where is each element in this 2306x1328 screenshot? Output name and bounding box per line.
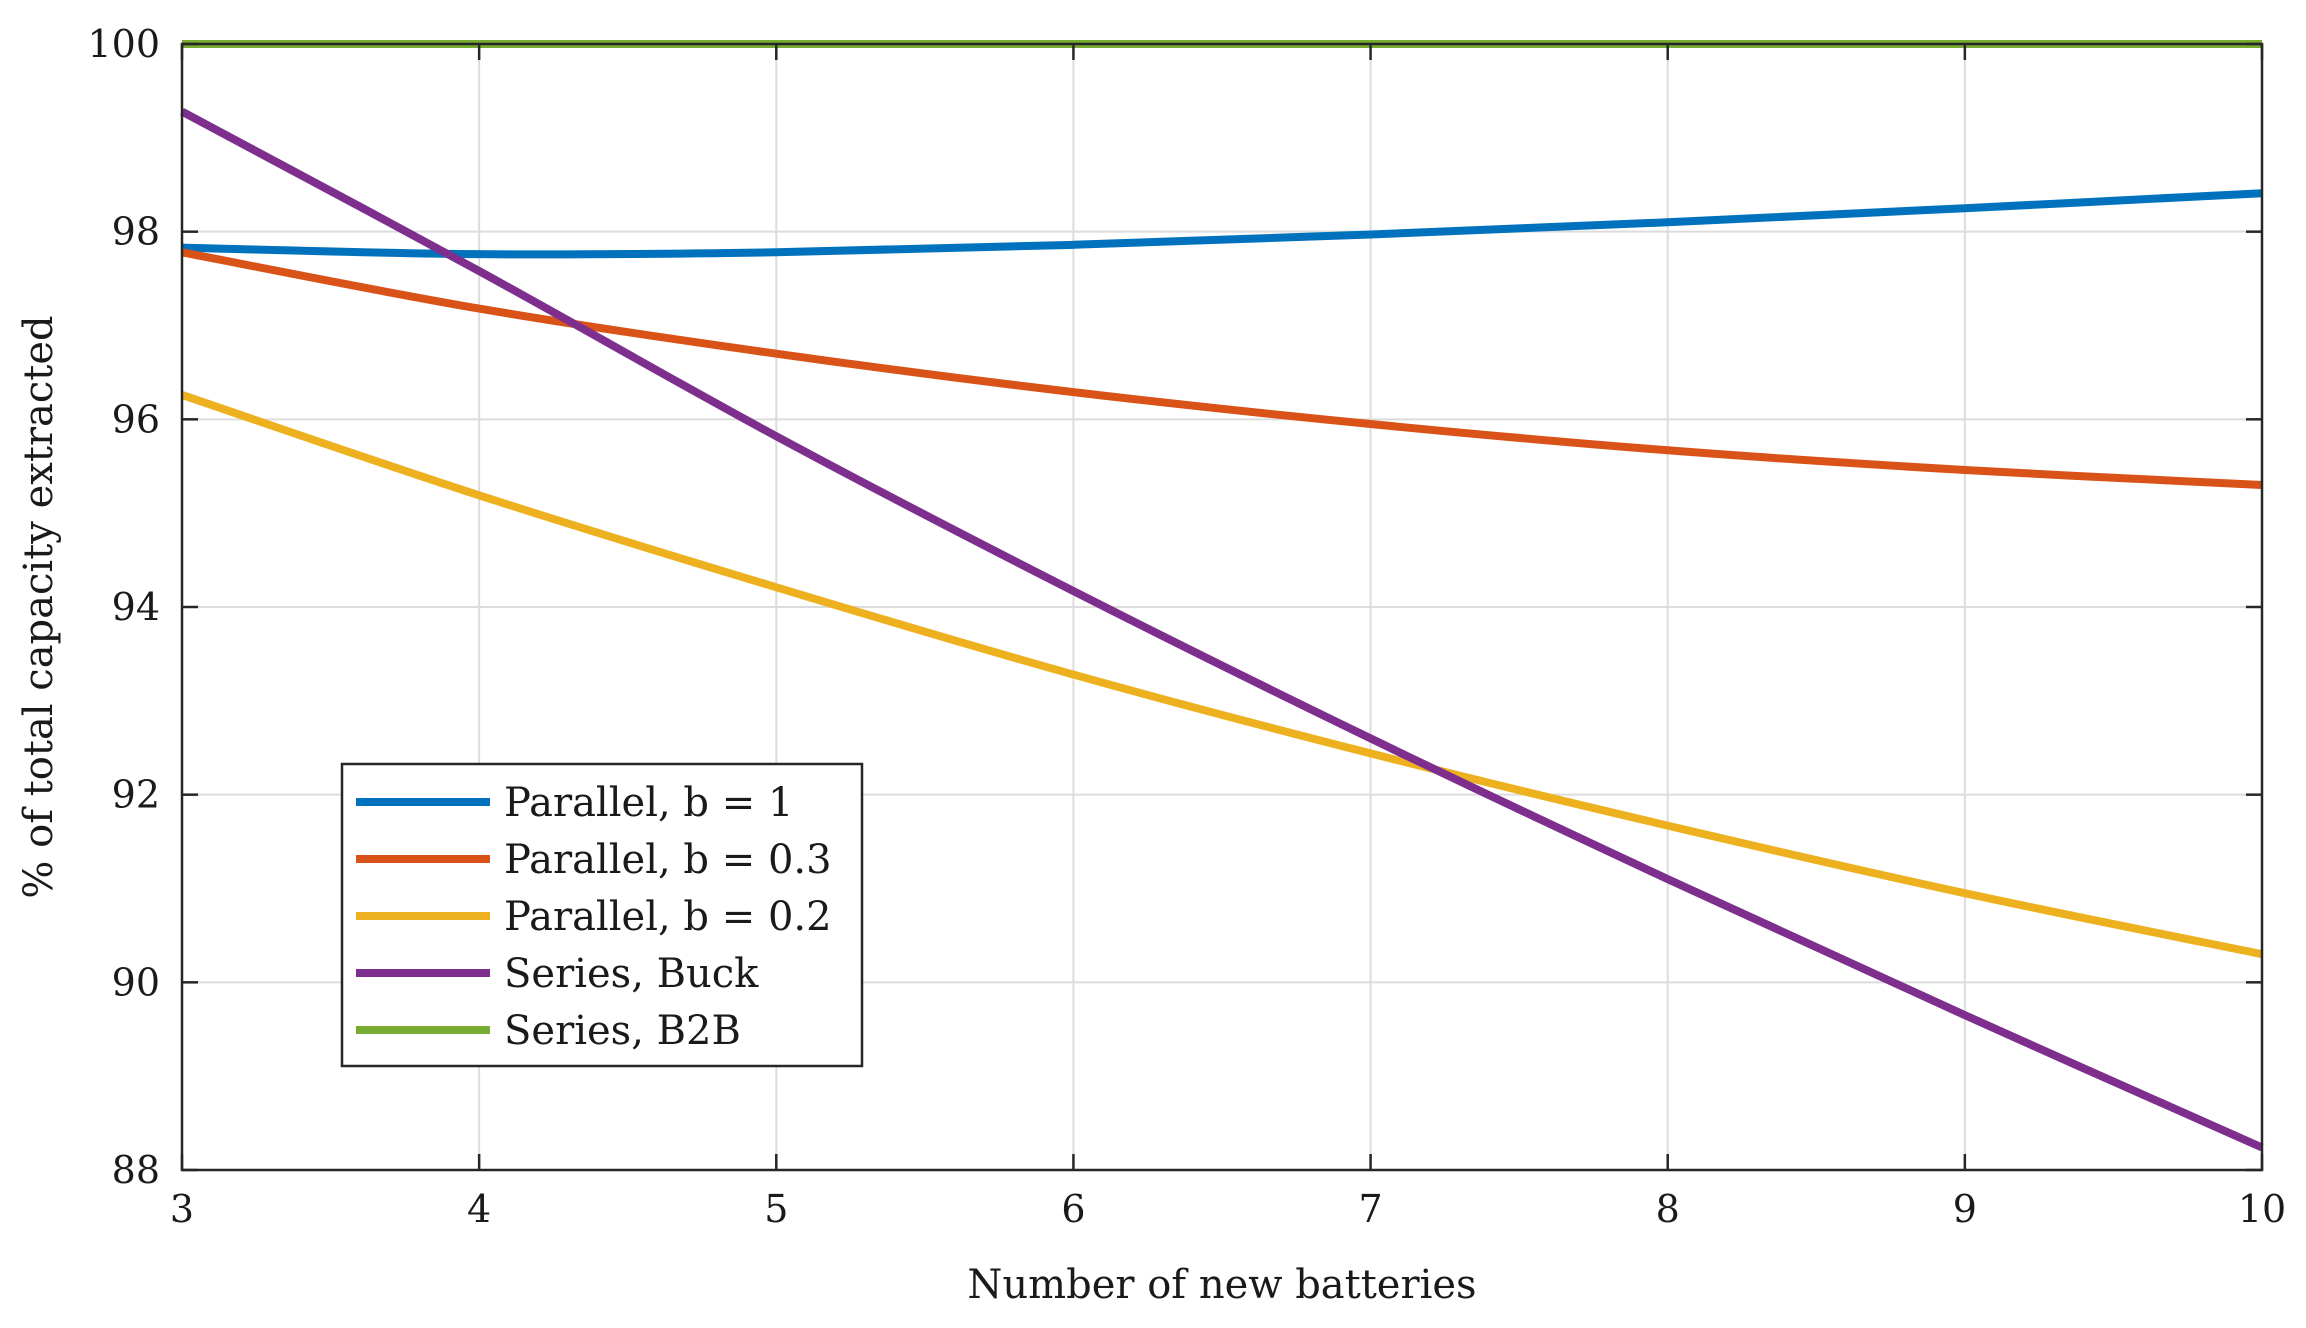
x-tick-label: 6 — [1061, 1187, 1085, 1231]
y-tick-label: 92 — [112, 773, 160, 817]
legend-box — [340, 762, 864, 1068]
y-axis-label: % of total capacity extracted — [16, 315, 62, 898]
y-tick-label: 98 — [112, 210, 160, 254]
x-tick-label: 10 — [2238, 1187, 2286, 1231]
series-line-parallel-b-1 — [181, 189, 2263, 259]
legend-entry-label: Parallel, b = 0.3 — [504, 837, 832, 883]
x-tick-label: 9 — [1953, 1187, 1977, 1231]
series-line-parallel-b-0-3 — [181, 248, 2263, 490]
legend-entry-label: Parallel, b = 1 — [504, 780, 793, 826]
y-tick-label: 90 — [112, 960, 160, 1004]
y-tick-label: 94 — [112, 585, 160, 629]
y-tick-label: 96 — [112, 397, 160, 441]
x-tick-label: 3 — [170, 1187, 194, 1231]
legend-entry-label: Parallel, b = 0.2 — [504, 894, 832, 940]
legend-entry-label: Series, Buck — [504, 951, 759, 997]
series-line-parallel-b-0-2 — [180, 391, 2263, 959]
legend-entry-label: Series, B2B — [504, 1008, 741, 1054]
x-axis-label: Number of new batteries — [967, 1262, 1476, 1308]
y-tick-label: 100 — [87, 22, 160, 66]
series-line-series-buck — [180, 108, 2264, 1152]
axis-ticks: 3 4 5 6 7 8 9 10 88 90 92 94 96 98 100 — [87, 22, 2286, 1231]
x-tick-label: 7 — [1358, 1187, 1382, 1231]
x-tick-label: 4 — [467, 1187, 491, 1231]
legend: Parallel, b = 1 Parallel, b = 0.3 Parallel… — [340, 762, 864, 1068]
x-tick-label: 8 — [1656, 1187, 1680, 1231]
y-tick-label: 88 — [112, 1148, 160, 1192]
x-tick-label: 5 — [764, 1187, 788, 1231]
